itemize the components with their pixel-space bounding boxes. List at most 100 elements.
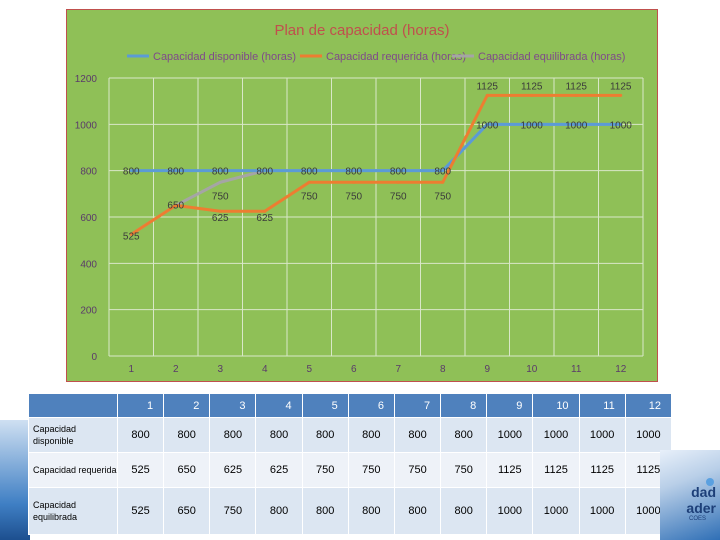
point-label: 1000 [476, 120, 499, 131]
series-point-2 [485, 93, 489, 97]
table-column-header: 8 [440, 393, 488, 418]
table-cell: 625 [255, 452, 303, 488]
table-column-header: 11 [578, 393, 626, 418]
point-label: 800 [256, 167, 273, 178]
legend-label-3: Capacidad equilibrada (horas) [478, 51, 625, 63]
table-cell: 800 [255, 417, 303, 453]
table-cell: 800 [440, 487, 488, 535]
x-tick-label: 5 [306, 364, 312, 375]
series-point-1 [218, 169, 222, 173]
series-point-2 [174, 203, 178, 207]
table-cell: 750 [393, 452, 442, 488]
series-point-1 [263, 169, 267, 173]
point-label: 800 [345, 167, 362, 178]
point-label: 1125 [521, 81, 543, 92]
table-cell: 1000 [578, 487, 626, 535]
point-label: 1000 [610, 120, 633, 131]
table-cell: 800 [301, 487, 349, 535]
table-cell: 750 [209, 487, 257, 535]
table-column-header: 9 [486, 393, 534, 418]
point-label: 525 [123, 231, 140, 242]
series-point-2 [263, 209, 267, 213]
table-cell: 625 [209, 452, 257, 488]
point-label: 625 [212, 213, 229, 224]
table-corner-cell [28, 393, 118, 418]
table-cell: 750 [301, 452, 349, 488]
y-tick-label: 200 [80, 306, 97, 317]
x-tick-label: 11 [571, 364, 582, 375]
table-cell: 650 [163, 452, 211, 488]
x-tick-label: 12 [615, 364, 627, 375]
series-point-2 [129, 232, 133, 236]
table-cell: 800 [209, 417, 257, 453]
table-column-header: 4 [255, 393, 303, 418]
point-label: 1125 [610, 81, 632, 92]
point-label: 800 [123, 167, 140, 178]
series-point-1 [619, 122, 623, 126]
table-cell: 800 [393, 487, 442, 535]
table-cell: 1000 [624, 417, 673, 453]
series-point-1 [352, 169, 356, 173]
table-column-header: 6 [347, 393, 395, 418]
table-cell: 800 [301, 417, 349, 453]
series-line-2 [130, 93, 621, 236]
point-label: 1125 [565, 81, 587, 92]
table-column-header: 1 [116, 393, 165, 418]
table-cell: 800 [440, 417, 488, 453]
table-column-header: 10 [532, 393, 580, 418]
point-label: 800 [434, 167, 451, 178]
table-cell: 1000 [486, 487, 534, 535]
point-label: 750 [345, 191, 362, 202]
legend-label-2: Capacidad requerida (horas) [326, 51, 466, 63]
logo-text-line2: ader [686, 500, 716, 516]
table-column-header: 5 [301, 393, 349, 418]
brand-logo: dad ader COES [660, 450, 720, 540]
table-column-header: 2 [163, 393, 211, 418]
point-label: 1000 [565, 120, 588, 131]
table-cell: 650 [163, 487, 211, 535]
table-column-header: 12 [624, 393, 673, 418]
point-label: 1125 [476, 81, 498, 92]
table-row-label: Capacidad requerida [28, 452, 118, 488]
y-tick-label: 1200 [75, 74, 98, 85]
series-point-2 [441, 180, 445, 184]
point-label: 750 [212, 191, 229, 202]
series-point-1 [574, 122, 578, 126]
x-tick-label: 9 [484, 364, 490, 375]
point-label: 1000 [521, 120, 544, 131]
logo-text-line3: COES [688, 516, 706, 522]
table-cell: 800 [347, 487, 395, 535]
series-point-2 [396, 180, 400, 184]
series-point-1 [307, 169, 311, 173]
table-cell: 1125 [578, 452, 626, 488]
y-tick-label: 800 [80, 167, 97, 178]
series-point-2 [619, 93, 623, 97]
table-header-row: 1 2 3 4 5 6 7 8 9 10 11 12 [28, 393, 673, 418]
chart-title: Plan de capacidad (horas) [274, 22, 449, 39]
y-tick-label: 600 [80, 213, 97, 224]
series-point-1 [441, 169, 445, 173]
table-cell: 750 [440, 452, 488, 488]
x-tick-label: 6 [351, 364, 357, 375]
legend-label-1: Capacidad disponible (horas) [153, 51, 296, 63]
y-tick-label: 400 [80, 259, 97, 270]
table-cell: 1125 [532, 452, 580, 488]
point-label: 650 [167, 200, 184, 211]
series-point-1 [129, 169, 133, 173]
capacity-chart-panel: Plan de capacidad (horas) Capacidad dispo… [66, 9, 658, 382]
table-cell: 1000 [532, 417, 580, 453]
x-tick-label: 7 [395, 364, 401, 375]
point-label: 750 [390, 191, 407, 202]
table-cell: 800 [255, 487, 303, 535]
table-cell: 525 [116, 452, 165, 488]
logo-text-line1: dad [691, 484, 716, 500]
series-point-1 [530, 122, 534, 126]
decorative-background-left [0, 420, 30, 540]
series-point-1 [485, 122, 489, 126]
table-row-label: Capacidad equilibrada [28, 487, 118, 535]
x-tick-label: 2 [173, 364, 179, 375]
table-column-header: 7 [393, 393, 442, 418]
series-point-3 [218, 180, 222, 184]
table-column-header: 3 [209, 393, 257, 418]
series-point-2 [352, 180, 356, 184]
